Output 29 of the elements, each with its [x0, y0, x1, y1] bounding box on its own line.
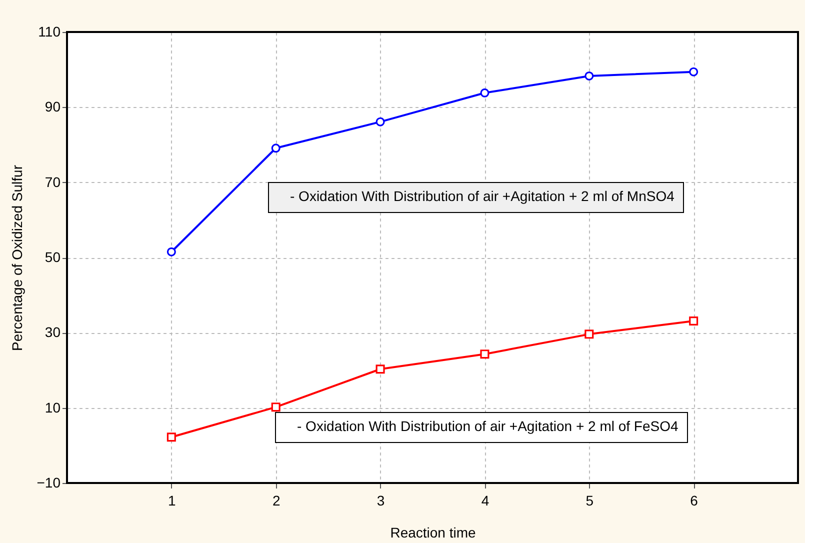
point	[480, 350, 490, 359]
y-tick-label: −10	[36, 474, 61, 490]
y-tick-label: 50	[44, 249, 61, 265]
point	[166, 432, 176, 442]
point	[584, 71, 594, 80]
x-tick-label: 2	[272, 492, 280, 508]
x-tick-label: 3	[376, 492, 385, 508]
y-tick-label: 10	[44, 399, 61, 416]
y-axis-title: Percentage of Oxidized Sulfur	[8, 164, 25, 351]
text: - Oxidation With Distribution of air +Agitation + 2 ml of MnSO4	[290, 188, 675, 204]
y-tick-label: 90	[44, 98, 61, 115]
point	[689, 316, 698, 326]
point	[689, 67, 698, 76]
x-tick-label: 1	[168, 492, 176, 508]
x-axis-title: Reaction time	[390, 524, 476, 540]
y-tick-label: 110	[38, 24, 61, 40]
series-label: - Oxidation With Distribution of air +Agitation + 2 ml of FeSO4	[297, 418, 678, 434]
point	[480, 88, 490, 98]
x-tick-label: 4	[481, 492, 490, 508]
point	[271, 144, 280, 153]
point	[271, 402, 280, 412]
y-tick-label: 30	[44, 324, 61, 340]
point	[376, 117, 385, 126]
point	[376, 364, 385, 374]
y-tick-label: 70	[44, 174, 61, 190]
point	[166, 247, 176, 256]
point	[584, 330, 594, 339]
x-tick-label: 6	[690, 492, 698, 508]
x-tick-label: 5	[586, 492, 594, 508]
